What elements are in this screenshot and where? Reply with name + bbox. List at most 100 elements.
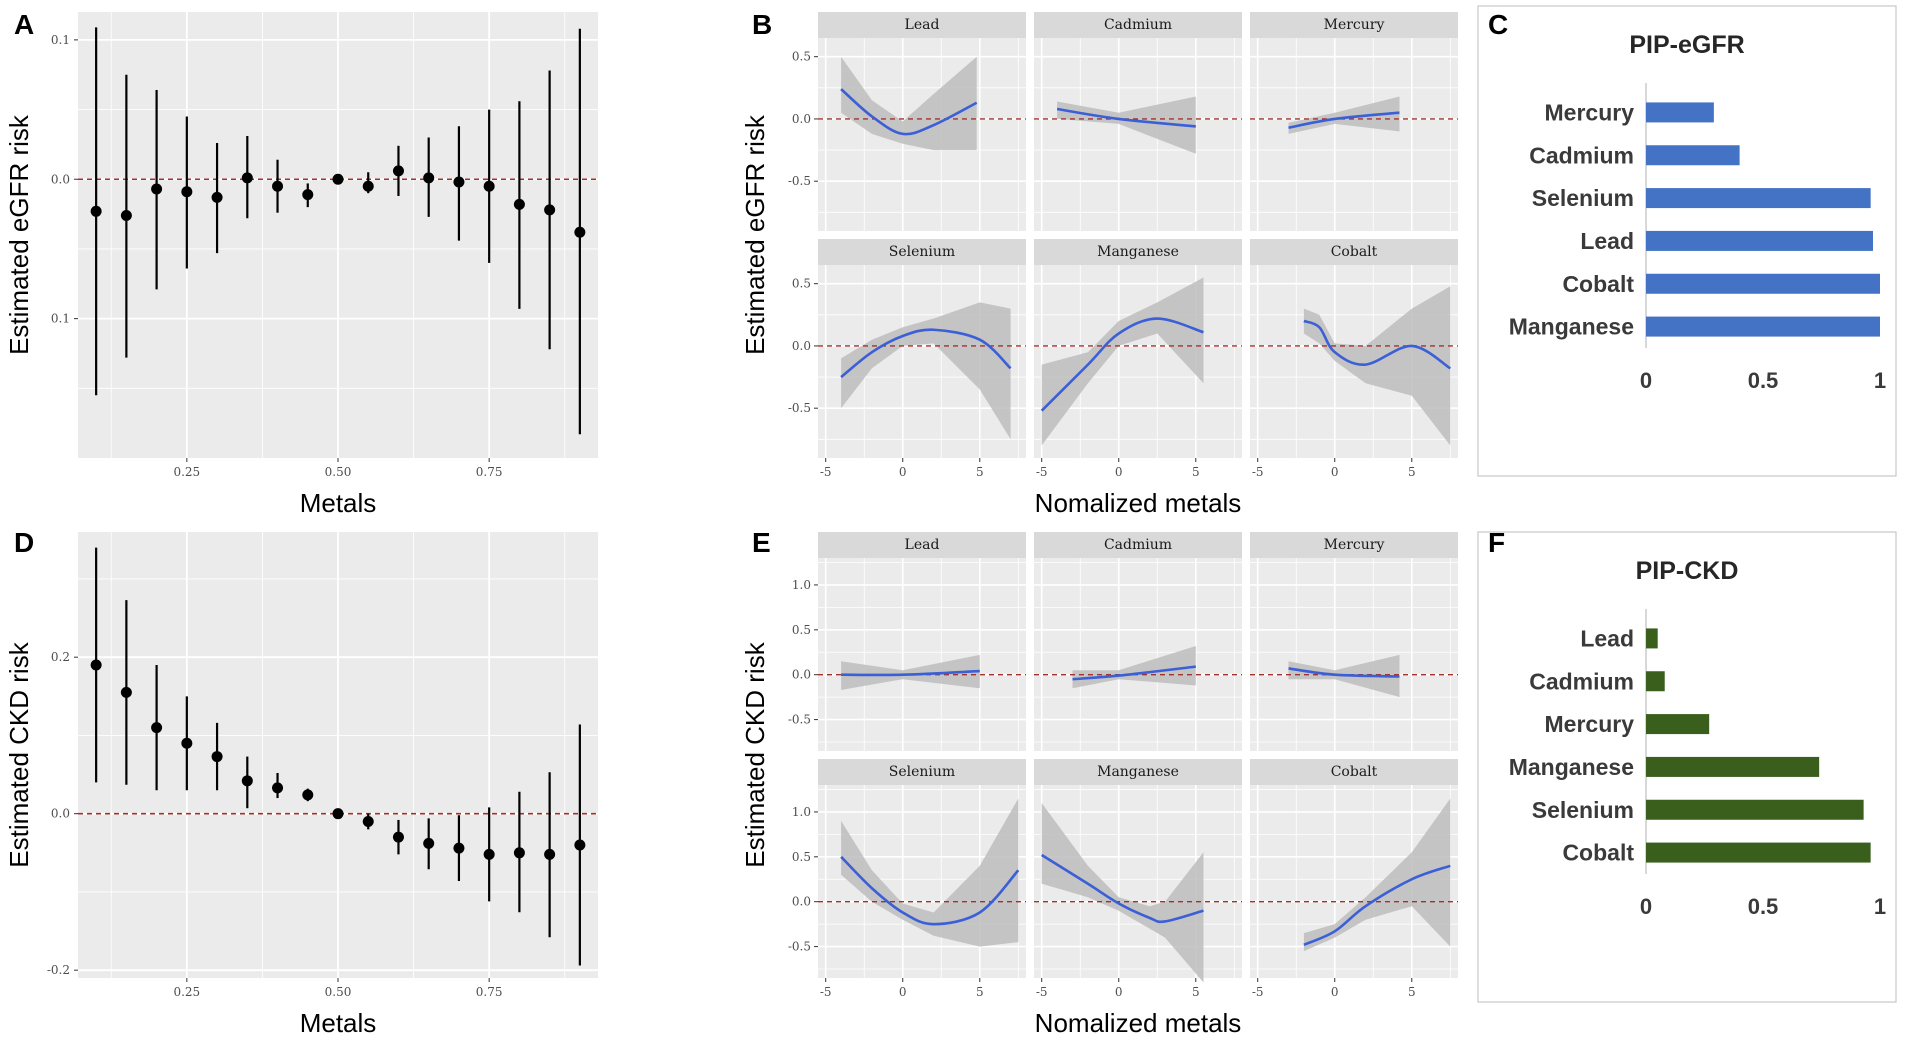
y-tick-label: 0.5 <box>792 623 811 637</box>
y-tick-label: 0.5 <box>792 850 811 864</box>
category-label: Selenium <box>1532 797 1634 823</box>
panel-letter-b: B <box>752 9 772 40</box>
bar <box>1646 273 1880 294</box>
x-tick-label: 0 <box>899 985 907 999</box>
data-point <box>241 172 253 184</box>
x-axis-label: Metals <box>300 1008 377 1038</box>
data-point <box>453 842 465 854</box>
y-tick-label: 0.0 <box>792 668 811 682</box>
category-label: Mercury <box>1545 711 1635 737</box>
panel-f-chart: PIP-CKD Lead Cadmium Mercury Manganese Seleni… <box>1477 531 1897 1003</box>
data-point <box>181 186 193 198</box>
category-label: Cadmium <box>1529 142 1634 168</box>
x-tick-label: 1 <box>1874 368 1886 393</box>
y-axis-label: Estimated eGFR risk <box>740 114 770 355</box>
y-tick-label: 0.0 <box>792 339 811 353</box>
confidence-ribbon <box>1057 96 1196 154</box>
fitted-curve <box>1303 864 1451 946</box>
y-tick-label: -0.2 <box>47 963 70 977</box>
data-point <box>181 737 193 749</box>
facet-title: Cobalt <box>1331 244 1378 260</box>
facet-background <box>1034 38 1242 231</box>
panel-b-chart: Lead 0.5 0.0 -0.5 Cadmium Mercury Selenium 0.5 0… <box>740 12 1458 518</box>
panel-letter-d: D <box>14 527 34 558</box>
x-tick-label: -5 <box>820 465 832 479</box>
facet-title: Lead <box>905 537 940 553</box>
x-tick-label: 0 <box>1331 465 1339 479</box>
facet-mercury: Mercury <box>1250 12 1458 231</box>
facet-selenium: Selenium 1.0 0.5 0.0 -0.5 -5 0 5 <box>788 759 1026 999</box>
facet-strip <box>1250 532 1458 558</box>
fitted-curve <box>840 328 1012 379</box>
facet-title: Mercury <box>1324 537 1385 553</box>
bar <box>1646 188 1871 209</box>
y-tick-label: -0.5 <box>788 174 811 188</box>
bar <box>1646 756 1820 777</box>
x-tick-label: 1 <box>1874 894 1886 919</box>
y-tick-label: -0.5 <box>788 940 811 954</box>
panel-e-chart: Lead 1.0 0.5 0.0 -0.5 Cadmium Mercury Selenium 1… <box>740 532 1458 1038</box>
data-point <box>423 172 435 184</box>
bar <box>1646 714 1710 735</box>
category-label: Selenium <box>1532 185 1634 211</box>
x-tick-label: 0 <box>1640 368 1652 393</box>
y-tick-label: 0.2 <box>51 650 70 664</box>
facet-strip <box>818 532 1026 558</box>
facet-cobalt: Cobalt -5 0 5 <box>1250 239 1458 479</box>
x-tick-label: 0.50 <box>325 985 352 999</box>
y-tick-label: -0.5 <box>788 713 811 727</box>
y-tick-label: 0.0 <box>792 112 811 126</box>
data-point <box>332 173 344 185</box>
panel-letter-a: A <box>14 9 34 40</box>
data-point <box>211 191 223 203</box>
data-point <box>332 808 344 820</box>
facet-cadmium: Cadmium <box>1034 12 1242 231</box>
data-point <box>423 837 435 849</box>
y-tick-label: 0.0 <box>51 807 70 821</box>
data-point <box>272 180 284 192</box>
x-tick-label: 0.25 <box>173 985 200 999</box>
facet-background <box>818 558 1026 751</box>
facet-strip <box>1034 532 1242 558</box>
facet-title: Lead <box>905 17 940 33</box>
x-tick-label: 0.75 <box>476 985 503 999</box>
data-point <box>574 226 586 238</box>
confidence-ribbon <box>1303 286 1451 446</box>
category-label: Manganese <box>1509 314 1634 340</box>
x-tick-label: 0 <box>899 465 907 479</box>
x-tick-label: 0.75 <box>476 465 503 479</box>
fitted-curve <box>1072 665 1196 681</box>
bar <box>1646 799 1864 820</box>
facet-lead: Lead 0.5 0.0 -0.5 <box>788 12 1026 231</box>
data-point <box>392 831 404 843</box>
x-tick-label: 0 <box>1640 894 1652 919</box>
x-tick-label: 5 <box>1192 465 1200 479</box>
y-tick-label: 0.1 <box>51 312 70 326</box>
y-axis-label: Estimated eGFR risk <box>4 114 34 355</box>
fitted-curve <box>1288 667 1400 678</box>
facet-background <box>1250 38 1458 231</box>
data-point <box>483 180 495 192</box>
data-point <box>392 165 404 177</box>
data-point <box>211 751 223 763</box>
data-point <box>151 183 163 195</box>
data-point <box>513 198 525 210</box>
chart-title: PIP-CKD <box>1636 557 1739 585</box>
y-axis-label: Estimated CKD risk <box>4 641 34 867</box>
confidence-ribbon <box>841 798 1019 947</box>
x-tick-label: 5 <box>976 985 984 999</box>
facet-title: Cadmium <box>1104 537 1172 553</box>
data-point <box>151 722 163 734</box>
confidence-ribbon <box>1288 96 1400 134</box>
data-point <box>241 775 253 787</box>
facet-title: Cadmium <box>1104 17 1172 33</box>
x-tick-label: 0.25 <box>173 465 200 479</box>
x-tick-label: -5 <box>1252 985 1264 999</box>
x-tick-label: -5 <box>820 985 832 999</box>
facet-title: Mercury <box>1324 17 1385 33</box>
facet-mercury: Mercury <box>1250 532 1458 751</box>
facet-cobalt: Cobalt -5 0 5 <box>1250 759 1458 999</box>
x-tick-label: 5 <box>1408 465 1416 479</box>
x-axis-label: Nomalized metals <box>1035 1008 1242 1038</box>
category-label: Cobalt <box>1562 271 1634 297</box>
